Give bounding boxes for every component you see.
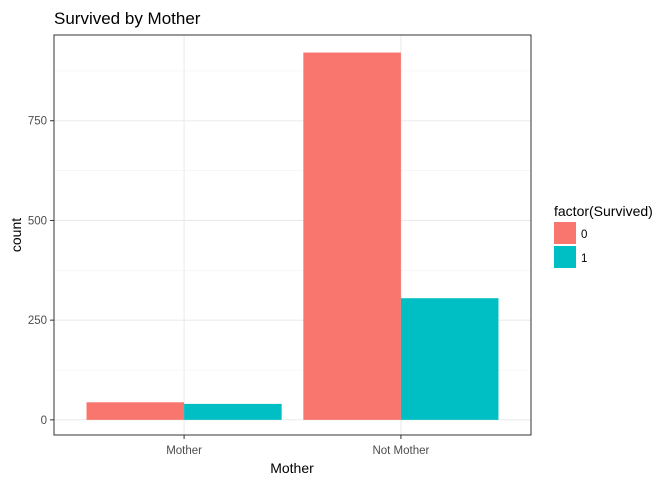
legend-label: 1: [581, 253, 587, 265]
chart-title: Survived by Mother: [54, 9, 201, 28]
plot-panel: [53, 34, 532, 436]
bar-mother-series-1: [184, 403, 282, 420]
x-tick-label: Mother: [166, 445, 202, 457]
panel-border: [53, 34, 532, 436]
legend-title: factor(Survived): [554, 203, 653, 219]
legend-key-0: [554, 222, 576, 244]
y-tick-label: 500: [28, 215, 47, 227]
x-axis-title: Mother: [270, 460, 314, 476]
bar-not-mother-series-0: [303, 52, 401, 420]
legend-label: 0: [581, 229, 587, 241]
bar-not-mother-series-1: [400, 298, 499, 420]
bar-mother-series-0: [86, 402, 185, 420]
y-axis-title: count: [8, 218, 24, 252]
y-tick-label: 750: [28, 116, 47, 128]
legend-key-1: [554, 246, 576, 268]
y-axis: 0 250 500 750: [28, 116, 54, 427]
x-tick-label: Not Mother: [372, 445, 429, 457]
legend: factor(Survived) 0 1: [554, 203, 653, 268]
y-tick-label: 250: [28, 315, 47, 327]
x-axis: Mother Not Mother: [166, 435, 430, 457]
y-tick-label: 0: [41, 415, 47, 427]
